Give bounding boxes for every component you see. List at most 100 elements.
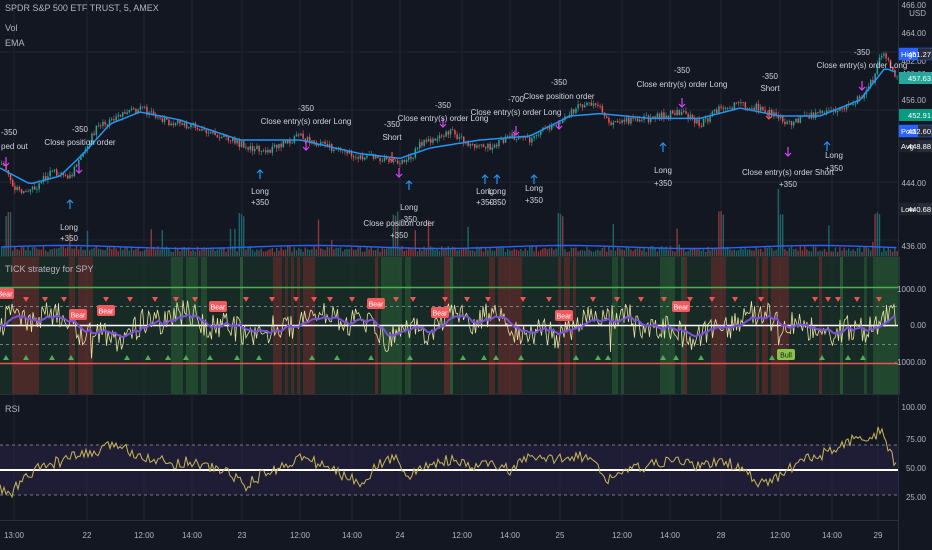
price-badge-label: Avg	[901, 142, 914, 151]
candle-body	[416, 148, 419, 149]
candle-body	[740, 102, 742, 104]
volume-bar	[106, 246, 108, 256]
candle-body	[427, 139, 430, 142]
volume-bar	[183, 246, 185, 256]
volume-bar	[243, 216, 245, 256]
candle-body	[614, 121, 617, 123]
symbol-title[interactable]: SPDR S&P 500 ETF TRUST, 5, AMEX	[5, 3, 159, 13]
volume-bar	[225, 251, 227, 256]
volume-bar	[887, 246, 889, 256]
volume-bar	[223, 247, 225, 256]
volume-bar	[465, 247, 467, 256]
candle-body	[322, 141, 324, 143]
candle-body	[89, 143, 91, 146]
volume-bar	[707, 246, 709, 256]
candle-body	[273, 144, 276, 147]
volume-bar	[284, 249, 287, 256]
volume-bar	[144, 249, 146, 256]
candle-body	[634, 118, 637, 120]
price-axis[interactable]: 466.00464.00462.00460.00456.00444.00436.…	[898, 1, 932, 251]
candle-body	[269, 149, 271, 153]
candle-body	[271, 146, 274, 153]
candle-body	[729, 107, 731, 109]
volume-bar	[311, 249, 313, 256]
candle-body	[872, 79, 874, 83]
tick-sell-marker	[410, 297, 416, 302]
volume-bar	[12, 250, 14, 256]
candle-body	[25, 191, 27, 192]
volume-bar	[58, 248, 60, 256]
volume-bar	[852, 249, 854, 256]
close-arrow-head	[395, 173, 403, 178]
candle-body	[837, 110, 839, 113]
volume-bar	[240, 214, 243, 256]
candle-body	[707, 118, 709, 122]
candle-body	[788, 121, 791, 122]
volume-bar	[559, 213, 562, 256]
candle-body	[553, 125, 555, 126]
price-badge-value: 452.60	[908, 127, 931, 136]
candle-body	[298, 134, 300, 136]
bear-badge-label: Bear	[211, 305, 226, 312]
close-arrow-head	[858, 86, 866, 91]
volume-bar	[773, 250, 775, 256]
trade-label: Short	[382, 133, 402, 142]
vol-legend[interactable]: Vol	[5, 23, 18, 33]
trade-label: -350	[674, 66, 691, 75]
candle-body	[12, 180, 14, 187]
rsi-pane-title[interactable]: RSI	[5, 404, 20, 414]
candle-body	[144, 106, 146, 108]
volume-bar	[375, 250, 377, 256]
candle-body	[696, 119, 698, 124]
volume-bar	[177, 248, 179, 256]
volume-bar	[91, 248, 93, 256]
volume-bar	[603, 246, 606, 256]
candle-body	[573, 109, 575, 113]
candle-body	[102, 121, 104, 126]
volume-bar	[443, 249, 445, 256]
tick-pane-title[interactable]: TICK strategy for SPY	[5, 264, 94, 274]
volume-bar	[518, 250, 520, 256]
volume-bar	[69, 233, 71, 256]
volume-bar	[245, 249, 247, 256]
volume-bar	[452, 246, 454, 256]
volume-bar	[271, 247, 273, 256]
candle-body	[478, 145, 480, 147]
volume-bar	[524, 248, 526, 256]
volume-bar	[331, 240, 333, 256]
candle-body	[124, 112, 126, 114]
candle-body	[421, 142, 423, 146]
ema-legend[interactable]: EMA	[5, 38, 25, 48]
candle-body	[410, 156, 412, 159]
volume-bar	[566, 252, 568, 256]
volume-bar	[5, 216, 7, 256]
volume-bar	[122, 249, 124, 256]
tick-sell-marker	[393, 297, 399, 302]
volume-bar	[885, 251, 887, 256]
price-tick: 436.00	[902, 242, 927, 251]
candle-body	[386, 157, 388, 160]
volume-bar	[687, 250, 689, 256]
tick-axis[interactable]: 1000.00 0.00 -1000.00	[894, 285, 926, 367]
volume-bar	[482, 251, 485, 256]
time-axis[interactable]: 13:00 22 12:00 14:00 23 12:00 14:00 24 12:00 14:0…	[4, 531, 883, 540]
volume-bar	[302, 251, 304, 256]
candle-body	[212, 131, 214, 134]
candle-body	[612, 122, 615, 125]
candle-body	[152, 111, 155, 115]
candle-body	[889, 59, 892, 68]
volume-bar	[89, 250, 91, 256]
volume-bar	[64, 248, 67, 256]
volume-bar	[749, 249, 751, 256]
candle-body	[56, 169, 58, 176]
rsi-axis[interactable]: 100.00 75.00 50.00 25.00	[902, 403, 927, 502]
tick-buy-marker	[256, 355, 262, 360]
time-tick: 14:00	[822, 531, 843, 540]
candle-body	[735, 102, 738, 104]
candle-body	[221, 137, 223, 139]
candle-body	[850, 104, 852, 105]
volume-bar	[126, 246, 128, 256]
candle-body	[3, 163, 5, 166]
